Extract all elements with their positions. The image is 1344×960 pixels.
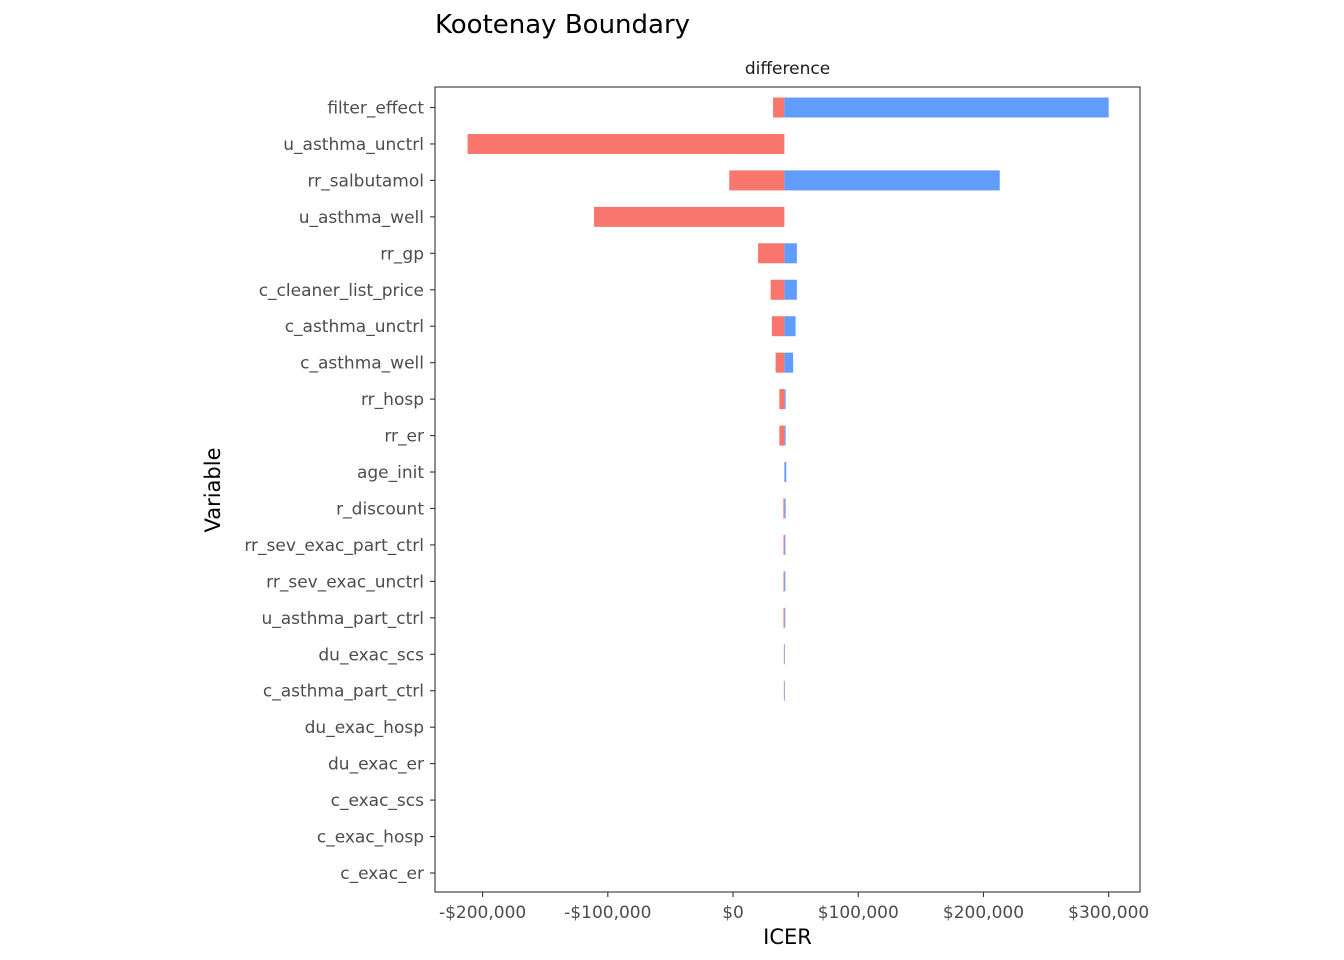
y-tick-label: rr_er — [384, 427, 424, 447]
y-tick-label: u_asthma_unctrl — [283, 135, 424, 155]
bar-high-r-discount — [784, 498, 786, 519]
x-tick-label: $0 — [722, 903, 744, 923]
x-axis-title: ICER — [763, 925, 812, 949]
bar-low-rr-sev-exac-unctrl — [783, 571, 785, 592]
y-axis-title: Variable — [201, 447, 225, 532]
bar-low-rr-salbutamol — [729, 170, 785, 191]
x-tick-label: -$200,000 — [439, 903, 526, 923]
bar-high-filter-effect — [784, 97, 1109, 118]
bar-high-c-asthma-well — [784, 352, 794, 373]
y-tick-label: age_init — [357, 463, 424, 483]
x-tick-label: $100,000 — [818, 903, 899, 923]
bar-low-u-asthma-well — [594, 206, 785, 227]
y-tick-label: u_asthma_well — [299, 208, 424, 228]
bar-low-r-discount — [783, 498, 785, 519]
bar-low-rr-gp — [758, 243, 785, 264]
y-tick-label: rr_sev_exac_unctrl — [266, 572, 424, 592]
bar-low-u-asthma-unctrl — [467, 133, 785, 154]
plot-panel — [434, 86, 1141, 893]
bar-low-filter-effect — [773, 97, 785, 118]
y-tick-label: du_exac_scs — [318, 645, 424, 665]
y-tick-label: u_asthma_part_ctrl — [261, 609, 424, 629]
y-tick-label: du_exac_er — [328, 755, 424, 775]
y-axis: filter_effect u_asthma_unctrl rr_salbutamo… — [244, 99, 435, 884]
y-tick-label: rr_hosp — [361, 390, 424, 410]
y-tick-label: c_exac_hosp — [317, 828, 424, 848]
bar-high-c-cleaner-list-price — [784, 279, 797, 300]
bar-high-rr-hosp — [784, 389, 786, 410]
bar-low-u-asthma-part-ctrl — [783, 607, 785, 628]
bar-high-u-asthma-part-ctrl — [784, 607, 786, 628]
facet-label: difference — [745, 59, 830, 79]
bar-high-rr-gp — [784, 243, 797, 264]
bar-high-age-init — [784, 462, 787, 483]
bar-low-rr-sev-exac-part-ctrl — [783, 534, 785, 555]
y-tick-label: c_asthma_unctrl — [285, 317, 424, 337]
y-tick-label: rr_sev_exac_part_ctrl — [244, 536, 424, 556]
bar-low-c-asthma-unctrl — [771, 316, 785, 337]
y-tick-label: rr_gp — [380, 244, 424, 264]
bars-group — [467, 97, 1109, 701]
bar-low-c-asthma-well — [775, 352, 785, 373]
bar-low-c-cleaner-list-price — [770, 279, 785, 300]
y-tick-label: c_exac_er — [340, 864, 424, 884]
y-tick-label: rr_salbutamol — [307, 171, 424, 191]
y-tick-label: r_discount — [336, 499, 424, 519]
bar-high-rr-sev-exac-unctrl — [784, 571, 786, 592]
bar-high-rr-salbutamol — [784, 170, 1000, 191]
y-tick-label: c_asthma_well — [300, 354, 424, 374]
chart-title: Kootenay Boundary — [435, 10, 690, 40]
y-tick-label: c_asthma_part_ctrl — [263, 682, 424, 702]
x-tick-label: $200,000 — [943, 903, 1024, 923]
y-tick-label: c_cleaner_list_price — [259, 281, 424, 301]
bar-high-rr-sev-exac-part-ctrl — [784, 534, 786, 555]
bar-low-rr-hosp — [779, 389, 785, 410]
bar-high-rr-er — [784, 425, 786, 446]
y-tick-label: filter_effect — [327, 99, 424, 119]
bar-high-c-asthma-part-ctrl — [784, 680, 785, 701]
bar-low-c-asthma-part-ctrl — [783, 680, 785, 701]
x-axis: -$200,000 -$100,000 $0 $100,000 $200,000 $300… — [439, 892, 1149, 923]
bar-low-rr-er — [779, 425, 785, 446]
bar-high-du-exac-scs — [784, 644, 785, 665]
y-tick-label: c_exac_scs — [331, 791, 425, 811]
y-tick-label: du_exac_hosp — [305, 718, 424, 738]
bar-low-du-exac-scs — [783, 644, 785, 665]
bar-high-c-asthma-unctrl — [784, 316, 796, 337]
x-tick-label: $300,000 — [1068, 903, 1149, 923]
x-tick-label: -$100,000 — [564, 903, 651, 923]
